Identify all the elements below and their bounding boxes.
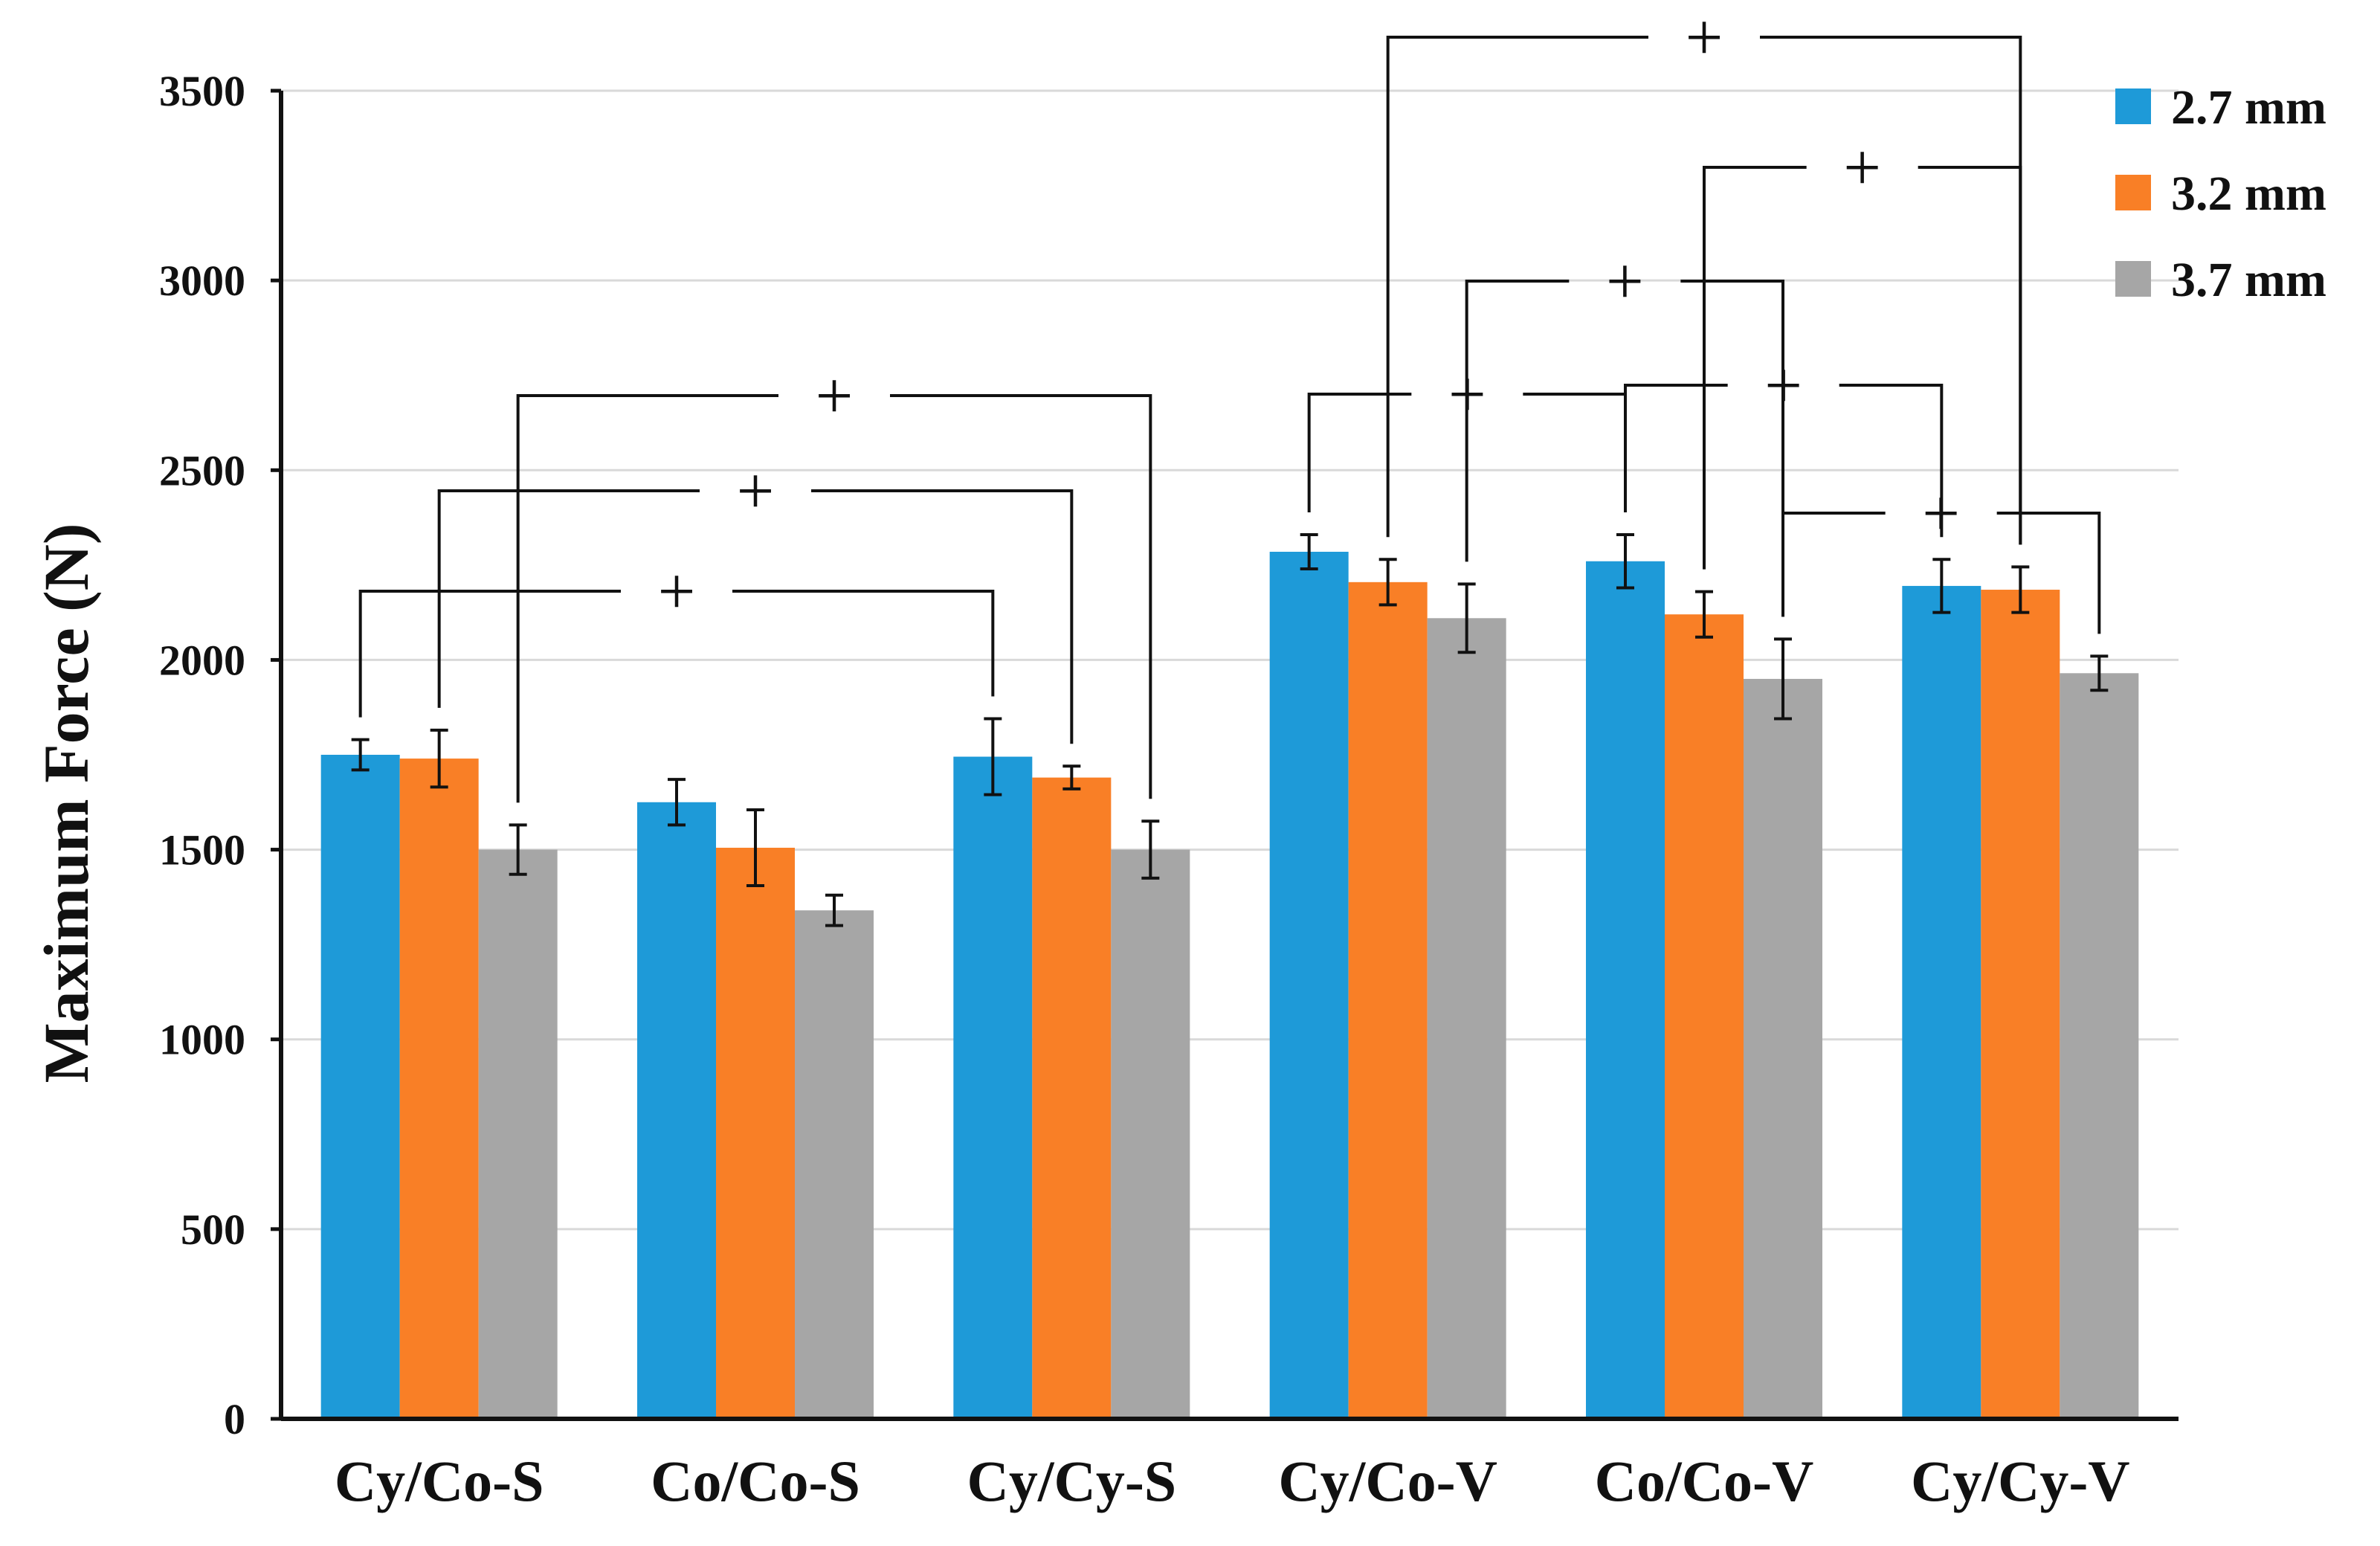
x-category-label: Cy/Cy-V	[1911, 1449, 2130, 1513]
legend-item: 2.7 mm	[2115, 80, 2326, 135]
significance-mark: +	[658, 555, 696, 628]
bar	[1665, 614, 1744, 1419]
error-bar	[825, 893, 843, 927]
axes	[271, 88, 2179, 1421]
bar	[1586, 561, 1665, 1419]
error-bar	[2011, 565, 2030, 614]
significance-mark: +	[737, 454, 775, 528]
bar	[716, 848, 795, 1419]
bar	[1902, 585, 1981, 1419]
significance-bracket: +	[1386, 1, 2022, 545]
legend-swatch	[2115, 88, 2151, 124]
bars	[320, 551, 2139, 1420]
bar	[1427, 618, 1506, 1419]
error-bar	[668, 778, 686, 827]
significance-bracket: +	[1703, 131, 2022, 570]
bar	[953, 756, 1033, 1419]
significance-mark: +	[1843, 131, 1881, 204]
bar	[478, 849, 558, 1419]
error-bar	[2090, 654, 2109, 692]
legend-label: 2.7 mm	[2171, 80, 2326, 135]
significance-bracket: +	[1465, 245, 1784, 617]
bar	[795, 910, 874, 1419]
y-tick-label: 3000	[159, 257, 245, 305]
bar	[1111, 849, 1190, 1419]
y-tick-label: 1000	[159, 1016, 245, 1064]
bar	[637, 802, 716, 1419]
bar	[320, 755, 400, 1419]
error-bar	[984, 717, 1002, 796]
x-category-label: Co/Co-V	[1595, 1449, 1814, 1513]
error-bar	[1141, 819, 1160, 880]
legend: 2.7 mm 3.2 mm 3.7 mm	[2115, 80, 2326, 307]
x-category-label: Cy/Cy-S	[967, 1449, 1176, 1513]
significance-bracket: +	[1624, 349, 1944, 538]
error-bar	[1378, 558, 1397, 607]
error-bar	[1062, 764, 1081, 790]
error-bar	[351, 738, 370, 772]
y-tick-label: 2500	[159, 446, 245, 495]
legend-label: 3.2 mm	[2171, 167, 2326, 221]
bar	[1032, 777, 1112, 1419]
x-category-label: Co/Co-S	[651, 1449, 860, 1513]
x-category-label: Cy/Co-V	[1278, 1449, 1497, 1513]
x-category-labels: Cy/Co-S Co/Co-S Cy/Cy-S Cy/Co-V Co/Co-V Cy/Cy…	[335, 1449, 2130, 1513]
error-bar	[1616, 533, 1634, 590]
significance-mark: +	[1606, 245, 1644, 318]
error-bar	[430, 728, 448, 789]
error-bars	[351, 533, 2109, 927]
y-tick-labels: 0 500 1000 1500 2000 2500 3000 3500	[159, 67, 245, 1443]
error-bar	[1457, 582, 1476, 654]
error-bar	[1774, 637, 1792, 721]
significance-mark: +	[1686, 1, 1723, 74]
gridlines	[281, 89, 2179, 1231]
bar	[1269, 551, 1349, 1420]
legend-label: 3.7 mm	[2171, 253, 2326, 307]
y-tick-label: 500	[181, 1205, 245, 1254]
error-bar	[509, 823, 527, 876]
error-bar	[1300, 533, 1318, 570]
bar	[1981, 590, 2060, 1420]
bar	[399, 758, 479, 1419]
x-category-label: Cy/Co-S	[335, 1449, 544, 1513]
error-bar	[1932, 558, 1951, 614]
bar	[1744, 678, 1822, 1419]
bar	[1348, 582, 1428, 1419]
y-tick-label: 0	[224, 1395, 245, 1443]
significance-bracket: +	[358, 555, 995, 718]
significance-bracket: +	[437, 454, 1074, 744]
legend-item: 3.7 mm	[2115, 253, 2326, 307]
y-tick-label: 3500	[159, 67, 245, 115]
significance-mark: +	[816, 359, 854, 433]
y-tick-label: 2000	[159, 636, 245, 684]
error-bar	[1695, 590, 1713, 639]
legend-swatch	[2115, 261, 2151, 297]
legend-item: 3.2 mm	[2115, 167, 2326, 221]
y-tick-label: 1500	[159, 826, 245, 875]
bar	[2060, 673, 2139, 1419]
significance-mark: +	[1922, 477, 1960, 550]
significance-brackets: +++ ++++++	[358, 1, 2101, 803]
significance-mark: +	[1764, 349, 1802, 422]
legend-swatch	[2115, 175, 2151, 210]
error-bar	[746, 808, 764, 888]
y-axis-title: Maximum Force (N)	[30, 523, 102, 1083]
significance-bracket: +	[516, 359, 1152, 803]
significance-bracket: +	[1781, 477, 2101, 634]
